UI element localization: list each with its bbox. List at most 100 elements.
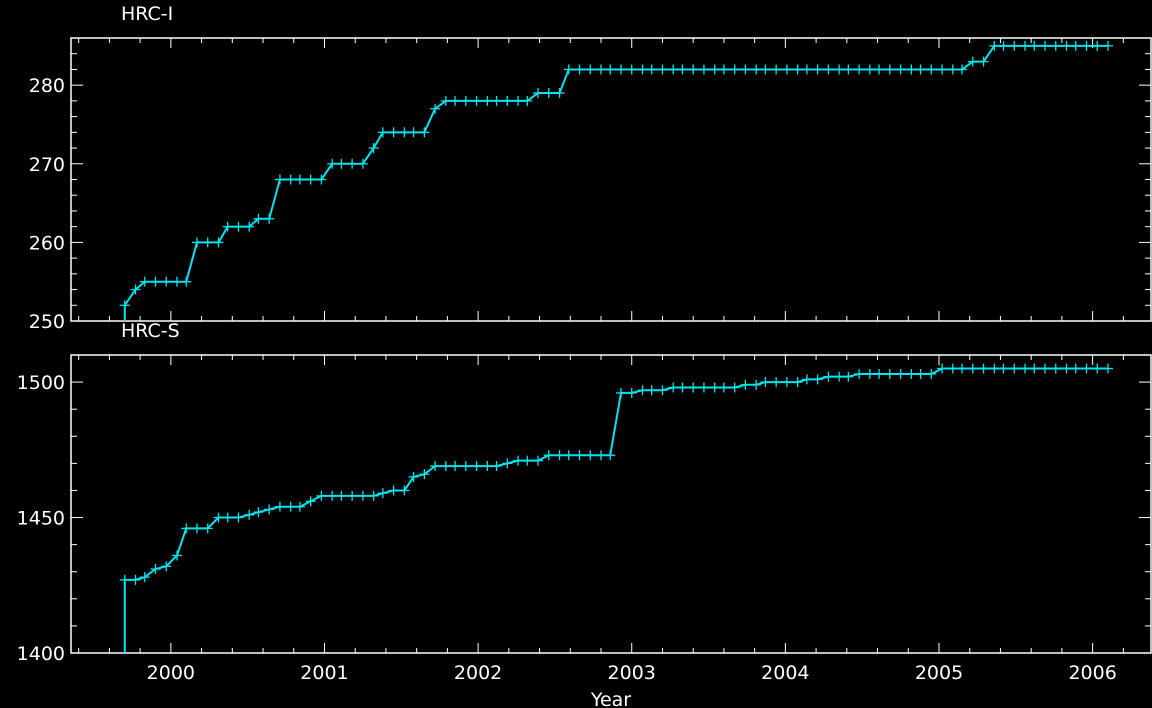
data-point	[718, 382, 729, 393]
data-point	[543, 88, 554, 99]
data-point	[771, 377, 782, 388]
data-point	[998, 40, 1009, 51]
data-point	[460, 95, 471, 106]
data-point	[440, 461, 451, 472]
data-point	[698, 64, 709, 75]
data-point	[957, 363, 968, 374]
data-point	[419, 469, 430, 480]
data-point	[978, 363, 989, 374]
data-point	[585, 64, 596, 75]
data-point	[843, 64, 854, 75]
data-point	[677, 64, 688, 75]
data-point	[399, 485, 410, 496]
data-point	[915, 64, 926, 75]
data-point	[823, 64, 834, 75]
data-point	[1009, 40, 1020, 51]
x-tick-label: 2001	[300, 662, 348, 684]
data-point	[834, 64, 845, 75]
data-point	[947, 64, 958, 75]
data-point	[222, 221, 233, 232]
data-point	[253, 213, 264, 224]
data-point	[989, 363, 1000, 374]
data-point	[161, 561, 172, 572]
data-point	[884, 368, 895, 379]
data-point	[388, 127, 399, 138]
data-point	[222, 512, 233, 523]
data-point	[698, 382, 709, 393]
y-tick-label: 260	[29, 232, 65, 254]
data-point	[812, 64, 823, 75]
data-point	[792, 377, 803, 388]
hrc-i-panel: 250 260 270 280 HRC-I	[29, 3, 1152, 333]
data-point	[233, 512, 244, 523]
data-point	[172, 550, 183, 561]
data-point	[771, 64, 782, 75]
data-point	[408, 127, 419, 138]
data-point	[895, 64, 906, 75]
data-point	[1092, 363, 1103, 374]
data-point	[729, 64, 740, 75]
data-point	[139, 572, 150, 583]
data-point	[823, 371, 834, 382]
data-point	[172, 276, 183, 287]
data-point	[668, 64, 679, 75]
data-point	[244, 509, 255, 520]
y-tick-label: 1500	[17, 372, 65, 394]
data-point	[751, 64, 762, 75]
data-point	[740, 379, 751, 390]
data-point	[430, 461, 441, 472]
data-point	[440, 95, 451, 106]
data-point	[957, 64, 968, 75]
data-point	[471, 461, 482, 472]
data-point	[336, 158, 347, 169]
data-point	[760, 377, 771, 388]
data-point	[1029, 363, 1040, 374]
data-point	[637, 385, 648, 396]
x-axis-label: Year	[590, 689, 631, 708]
data-point	[709, 64, 720, 75]
data-point	[150, 564, 161, 575]
data-point	[781, 377, 792, 388]
data-point	[450, 461, 461, 472]
data-point	[646, 385, 657, 396]
data-point	[522, 455, 533, 466]
data-point	[357, 158, 368, 169]
data-point	[1070, 40, 1081, 51]
data-point	[347, 158, 358, 169]
data-point	[751, 379, 762, 390]
data-point	[563, 450, 574, 461]
data-point	[812, 374, 823, 385]
data-point	[585, 450, 596, 461]
data-point	[294, 501, 305, 512]
data-point	[388, 485, 399, 496]
data-point	[967, 56, 978, 67]
data-point	[274, 501, 285, 512]
data-point	[233, 221, 244, 232]
data-point	[937, 363, 948, 374]
data-point	[213, 237, 224, 248]
data-point	[718, 64, 729, 75]
data-point	[1029, 40, 1040, 51]
data-point	[596, 64, 607, 75]
x-tick-label: 2003	[608, 662, 656, 684]
data-point	[533, 455, 544, 466]
data-point	[377, 488, 388, 499]
data-point	[926, 64, 937, 75]
data-point	[792, 64, 803, 75]
data-point	[895, 368, 906, 379]
data-point	[327, 158, 338, 169]
x-tick-label: 2006	[1068, 662, 1116, 684]
data-point	[274, 174, 285, 185]
data-point	[305, 496, 316, 507]
data-point	[491, 95, 502, 106]
data-point	[864, 368, 875, 379]
data-point	[688, 64, 699, 75]
y-tick-label: 280	[29, 75, 65, 97]
data-point	[915, 368, 926, 379]
data-point	[668, 382, 679, 393]
data-point	[399, 127, 410, 138]
data-point	[1020, 40, 1031, 51]
data-point	[450, 95, 461, 106]
data-point	[130, 284, 141, 295]
